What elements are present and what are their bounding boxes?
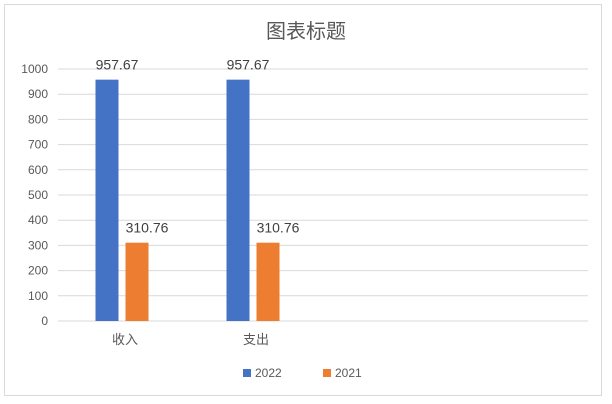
data-label: 310.76 (257, 220, 300, 236)
x-category-label: 收入 (112, 333, 138, 348)
y-tick-label: 800 (28, 112, 48, 126)
bar-2021-0 (125, 242, 149, 321)
y-tick-label: 600 (28, 163, 48, 177)
data-label: 957.67 (96, 57, 139, 73)
legend-swatch-2022 (243, 369, 251, 377)
data-labels: 957.67 310.76 957.67 310.76 (96, 57, 300, 236)
y-tick-label: 0 (41, 314, 48, 328)
legend-swatch-2021 (323, 369, 331, 377)
y-tick-label: 900 (28, 87, 48, 101)
bar-2022-0 (95, 79, 119, 321)
x-category-label: 支出 (243, 333, 269, 348)
legend: 2022 2021 (243, 366, 362, 380)
y-tick-label: 100 (28, 289, 48, 303)
y-axis-ticks: 0 100 200 300 400 500 600 700 800 900 1000 (21, 62, 48, 328)
bars (95, 79, 280, 321)
legend-label: 2022 (255, 366, 282, 380)
data-label: 957.67 (227, 57, 270, 73)
y-tick-label: 200 (28, 264, 48, 278)
y-tick-label: 400 (28, 213, 48, 227)
y-tick-label: 300 (28, 238, 48, 252)
y-tick-label: 500 (28, 188, 48, 202)
bar-2022-1 (226, 79, 250, 321)
data-label: 310.76 (126, 220, 169, 236)
x-axis-categories: 收入 支出 (112, 333, 269, 348)
y-tick-label: 700 (28, 138, 48, 152)
legend-label: 2021 (335, 366, 362, 380)
bar-2021-1 (256, 242, 280, 321)
chart-title: 图表标题 (266, 19, 346, 43)
y-tick-label: 1000 (21, 62, 48, 76)
